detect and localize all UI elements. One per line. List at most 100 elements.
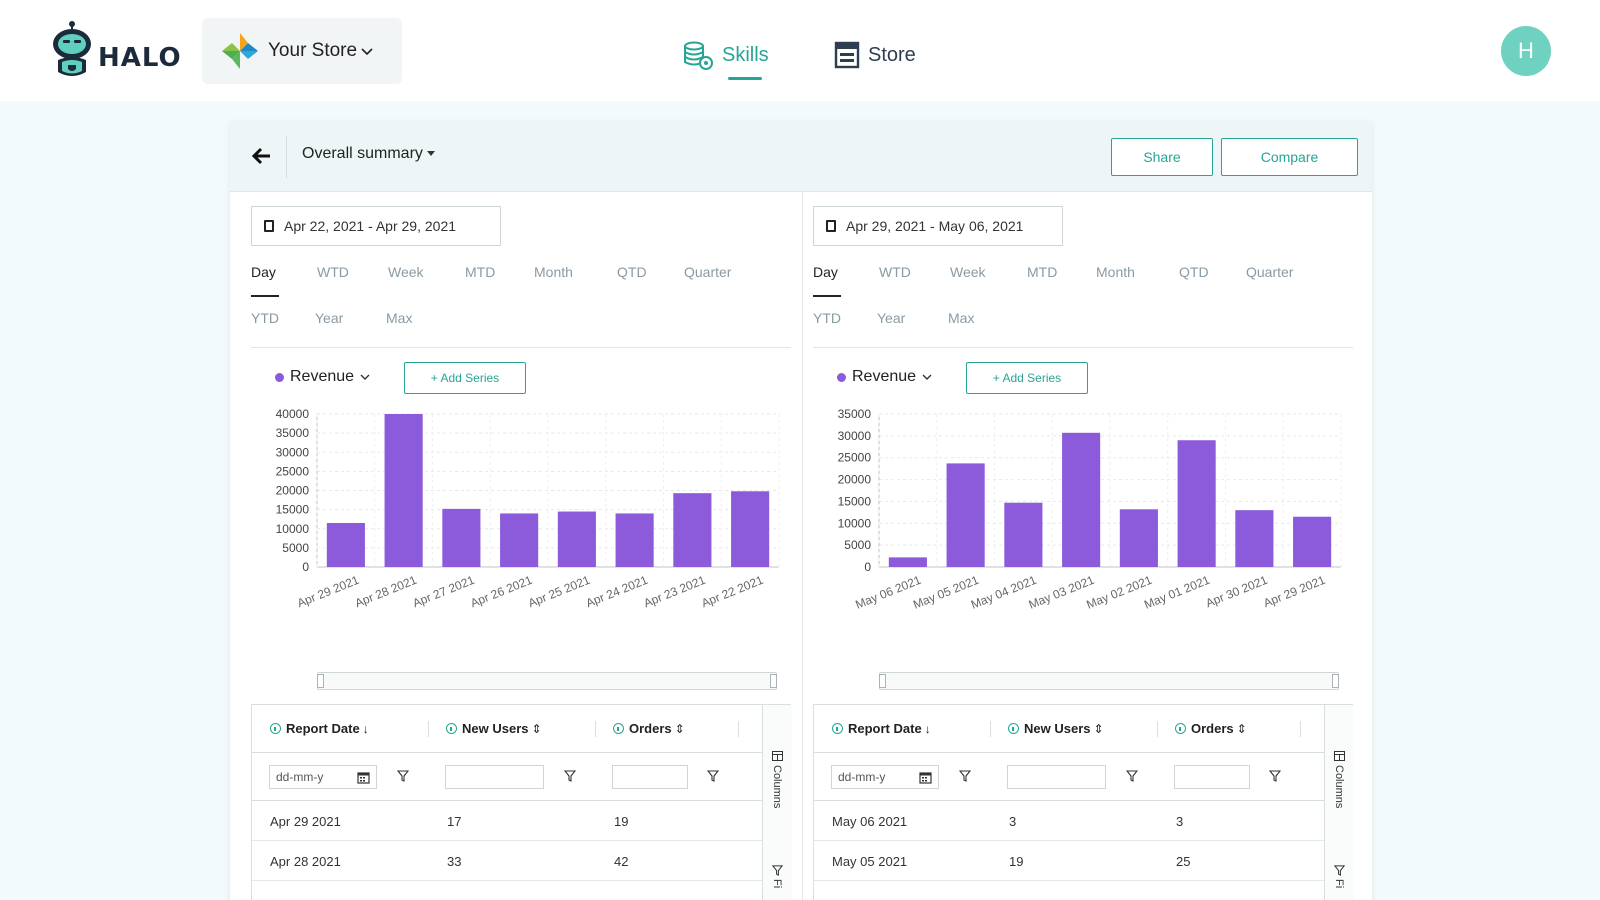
slider-right-handle[interactable] xyxy=(770,674,777,688)
date-range-picker[interactable]: Apr 29, 2021 - May 06, 2021 xyxy=(813,206,1063,246)
chevron-down-icon xyxy=(922,374,932,380)
tab-month[interactable]: Month xyxy=(534,264,573,280)
series-selector[interactable]: Revenue xyxy=(837,368,932,386)
chart-bar[interactable] xyxy=(1062,432,1101,567)
columns-panel-toggle[interactable]: Columns xyxy=(771,765,783,809)
col-report-date[interactable]: Report Date ↓ xyxy=(832,721,931,736)
y-tick-label: 20000 xyxy=(276,484,310,498)
info-icon xyxy=(270,723,281,734)
new-users-filter-input[interactable] xyxy=(445,765,544,789)
slider-left-handle[interactable] xyxy=(317,674,324,688)
chart-bar[interactable] xyxy=(1235,510,1274,567)
tab-day[interactable]: Day xyxy=(813,264,838,280)
filter-icon[interactable] xyxy=(564,770,576,782)
tab-qtd[interactable]: QTD xyxy=(1179,264,1209,280)
cell-report-date: May 05 2021 xyxy=(832,854,908,869)
col-orders[interactable]: Orders ⇕ xyxy=(1175,721,1247,736)
chart-bar[interactable] xyxy=(731,491,770,567)
col-new-users[interactable]: New Users ⇕ xyxy=(1008,721,1104,736)
tab-quarter[interactable]: Quarter xyxy=(1246,264,1294,280)
chart-bar[interactable] xyxy=(1177,440,1216,567)
chart-bar[interactable] xyxy=(1119,509,1158,567)
calendar-icon[interactable] xyxy=(357,771,370,784)
tab-max[interactable]: Max xyxy=(948,310,975,326)
chart-bar[interactable] xyxy=(1293,516,1332,567)
table-row[interactable]: Apr 28 2021 33 42 xyxy=(252,841,762,881)
chart-bar[interactable] xyxy=(1004,502,1043,567)
date-filter-input[interactable]: dd-mm-y xyxy=(831,765,939,789)
summary-dropdown[interactable]: Overall summary xyxy=(302,145,435,163)
chart-bar[interactable] xyxy=(615,513,654,567)
y-tick-label: 15000 xyxy=(276,503,310,517)
tab-wtd[interactable]: WTD xyxy=(317,264,349,280)
tab-wtd[interactable]: WTD xyxy=(879,264,911,280)
orders-filter-input[interactable] xyxy=(612,765,688,789)
user-avatar[interactable]: H xyxy=(1501,26,1551,76)
chart-range-slider[interactable] xyxy=(317,672,777,690)
date-filter-input[interactable]: dd-mm-y xyxy=(269,765,377,789)
tab-week[interactable]: Week xyxy=(388,264,424,280)
cell-new-users: 17 xyxy=(447,814,462,829)
calendar-icon xyxy=(826,220,836,232)
series-label: Revenue xyxy=(852,368,917,385)
columns-panel-toggle[interactable]: Columns xyxy=(1333,765,1345,809)
tab-week[interactable]: Week xyxy=(950,264,986,280)
x-tick-label: Apr 29 2021 xyxy=(295,573,361,611)
y-tick-label: 40000 xyxy=(276,407,310,421)
tab-day[interactable]: Day xyxy=(251,264,276,280)
tab-quarter[interactable]: Quarter xyxy=(684,264,732,280)
chart-bar[interactable] xyxy=(384,414,423,567)
table-row[interactable]: Apr 29 2021 17 19 xyxy=(252,801,762,841)
series-selector[interactable]: Revenue xyxy=(275,368,370,386)
orders-filter-input[interactable] xyxy=(1174,765,1250,789)
compare-button[interactable]: Compare xyxy=(1221,138,1358,176)
col-new-users-label: New Users xyxy=(1024,721,1091,736)
filter-icon[interactable] xyxy=(1126,770,1138,782)
filter-icon[interactable] xyxy=(397,770,409,782)
new-users-filter-input[interactable] xyxy=(1007,765,1106,789)
filters-panel-toggle[interactable]: Fi xyxy=(1333,879,1345,889)
add-series-button[interactable]: + Add Series xyxy=(966,362,1088,394)
chart-bar[interactable] xyxy=(888,557,927,567)
filter-icon[interactable] xyxy=(707,770,719,782)
date-range-picker[interactable]: Apr 22, 2021 - Apr 29, 2021 xyxy=(251,206,501,246)
chart-bar[interactable] xyxy=(557,511,596,567)
tab-qtd[interactable]: QTD xyxy=(617,264,647,280)
tab-ytd[interactable]: YTD xyxy=(813,310,841,326)
col-orders[interactable]: Orders ⇕ xyxy=(613,721,685,736)
back-arrow-icon[interactable] xyxy=(250,144,274,168)
date-filter-placeholder: dd-mm-y xyxy=(838,770,886,784)
nav-skills[interactable]: Skills xyxy=(682,30,769,80)
tab-mtd[interactable]: MTD xyxy=(1027,264,1058,280)
col-orders-label: Orders xyxy=(629,721,672,736)
share-button[interactable]: Share xyxy=(1111,138,1213,176)
sort-desc-icon: ↓ xyxy=(362,721,369,736)
col-new-users[interactable]: New Users ⇕ xyxy=(446,721,542,736)
chart-bar[interactable] xyxy=(673,493,712,567)
filters-panel-toggle[interactable]: Fi xyxy=(771,879,783,889)
slider-right-handle[interactable] xyxy=(1332,674,1339,688)
filter-icon[interactable] xyxy=(959,770,971,782)
slider-left-handle[interactable] xyxy=(879,674,886,688)
store-selector[interactable]: Your Store xyxy=(202,18,402,84)
tab-year[interactable]: Year xyxy=(315,310,344,326)
add-series-button[interactable]: + Add Series xyxy=(404,362,526,394)
col-report-date[interactable]: Report Date ↓ xyxy=(270,721,369,736)
table-row[interactable]: May 06 2021 3 3 xyxy=(814,801,1324,841)
chart-bar[interactable] xyxy=(326,523,365,567)
table-row[interactable]: May 05 2021 19 25 xyxy=(814,841,1324,881)
tab-mtd[interactable]: MTD xyxy=(465,264,496,280)
tab-month[interactable]: Month xyxy=(1096,264,1135,280)
chart-bar[interactable] xyxy=(946,463,985,567)
halo-logo[interactable]: HALO xyxy=(50,20,190,82)
chart-range-slider[interactable] xyxy=(879,672,1339,690)
tab-max[interactable]: Max xyxy=(386,310,413,326)
nav-store[interactable]: Store xyxy=(834,30,916,80)
info-icon xyxy=(613,723,624,734)
calendar-icon[interactable] xyxy=(919,771,932,784)
chart-bar[interactable] xyxy=(442,508,481,567)
filter-icon[interactable] xyxy=(1269,770,1281,782)
tab-year[interactable]: Year xyxy=(877,310,906,326)
chart-bar[interactable] xyxy=(500,513,539,567)
tab-ytd[interactable]: YTD xyxy=(251,310,279,326)
